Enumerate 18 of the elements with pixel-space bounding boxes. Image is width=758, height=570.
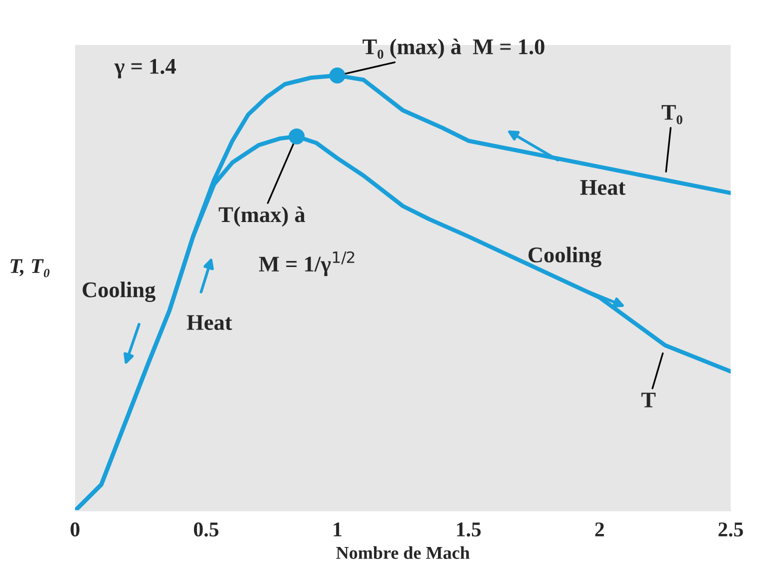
x-tick-label: 2.5	[718, 522, 743, 537]
y-axis-title: T, T₀	[10, 259, 50, 278]
annotation: T₀ (max) à M = 1.0	[362, 38, 544, 59]
annotation: Cooling	[528, 246, 602, 268]
annotation: T₀	[662, 105, 682, 124]
annotation: T(max) à	[218, 206, 306, 227]
annotation: M = 1/γ$^{1/2}$	[259, 251, 354, 276]
x-tick-label: 1	[334, 522, 342, 536]
x-axis-title: Nombre de Mach	[336, 546, 470, 559]
x-tick-label: 0.5	[194, 522, 218, 537]
annotation: T	[641, 392, 656, 408]
x-tick-label: 0	[70, 522, 80, 536]
annotation: Cooling	[82, 282, 156, 302]
x-tick-label: 1.5	[457, 522, 481, 537]
x-tick-label: 2	[595, 522, 604, 536]
annotation: Heat	[580, 180, 626, 195]
annotation: Heat	[186, 315, 232, 330]
annotation: γ = 1.4	[114, 58, 176, 78]
